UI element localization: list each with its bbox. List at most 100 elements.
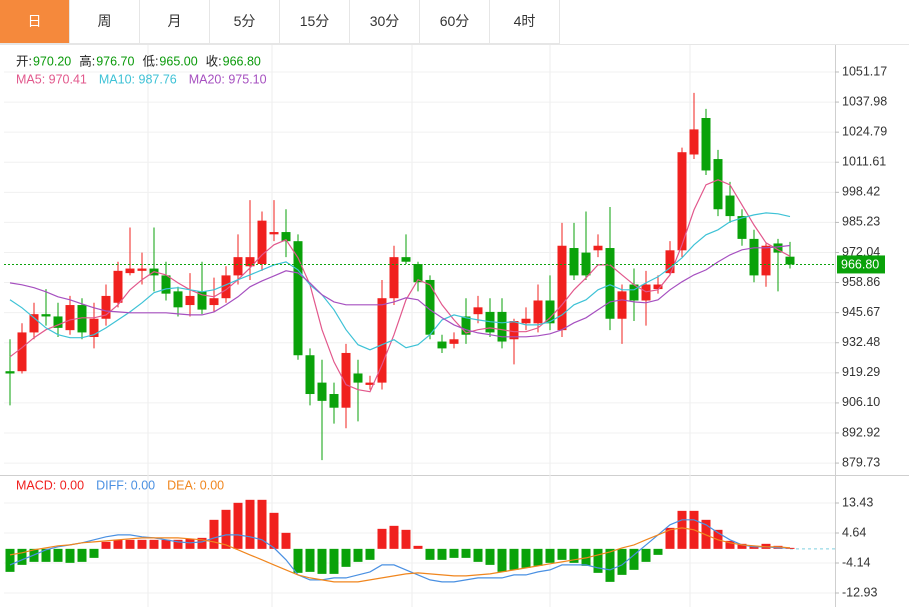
y-tick-label: 879.73	[842, 455, 880, 469]
candle-body	[29, 314, 39, 333]
y-tick-label: 998.42	[842, 185, 880, 199]
period-tab[interactable]: 周	[70, 0, 140, 44]
macd-bar	[461, 548, 471, 558]
macd-bar	[245, 499, 255, 549]
y-tick-label: 919.29	[842, 365, 880, 379]
candle-body	[569, 248, 579, 276]
indicator-line	[9, 244, 791, 338]
macd-bar	[317, 548, 327, 574]
macd-bar	[377, 528, 387, 549]
candle-body	[701, 117, 711, 171]
macd-bar	[185, 538, 195, 549]
period-tabs: 日周月 5分 15分 30分 60分 4时	[0, 0, 560, 44]
macd-bar	[5, 548, 15, 572]
y-tick-label: 945.67	[842, 305, 880, 319]
macd-bar	[629, 548, 639, 570]
candle-body	[533, 300, 543, 324]
candle-body	[641, 284, 651, 301]
y-tick-label: 1037.98	[842, 94, 887, 108]
macd-bar	[437, 548, 447, 560]
candle-body	[125, 268, 135, 274]
candle-body	[785, 256, 795, 265]
macd-bar	[137, 539, 147, 549]
candle-body	[281, 232, 291, 242]
macd-bar	[737, 543, 747, 549]
macd-bar	[425, 548, 435, 560]
period-tab[interactable]: 5分	[210, 0, 280, 44]
macd-bar	[197, 537, 207, 549]
last-price-label: 966.80	[841, 258, 879, 272]
candle-body	[605, 248, 615, 319]
candle-body	[305, 355, 315, 395]
candle-body	[173, 291, 183, 308]
y-tick-label: 932.48	[842, 335, 880, 349]
legend-text: 965.00	[159, 54, 197, 68]
macd-bar	[269, 512, 279, 549]
macd-bar	[41, 548, 51, 562]
macd-bar	[125, 539, 135, 549]
candle-body	[101, 295, 111, 319]
candle-body	[353, 373, 363, 383]
macd-bar	[569, 548, 579, 563]
macd-bar	[353, 548, 363, 562]
macd-bar	[677, 510, 687, 549]
period-tab[interactable]: 月	[140, 0, 210, 44]
period-tab[interactable]: 30分	[350, 0, 420, 44]
candle-body	[341, 352, 351, 408]
macd-bar	[17, 548, 27, 565]
y-tick-label: 985.23	[842, 215, 880, 229]
macd-bar	[617, 548, 627, 575]
candle-body	[197, 291, 207, 310]
macd-bar	[329, 548, 339, 574]
candle-body	[413, 263, 423, 283]
macd-bar	[389, 525, 399, 549]
candle-body	[293, 241, 303, 356]
y-tick-label: 958.86	[842, 275, 880, 289]
candle-body	[377, 298, 387, 383]
period-tab[interactable]: 60分	[420, 0, 490, 44]
macd-bar	[221, 509, 231, 549]
macd-bar	[593, 548, 603, 573]
candle-body	[401, 257, 411, 262]
period-tab[interactable]: 4时	[490, 0, 560, 44]
candle-body	[425, 279, 435, 335]
candle-body	[245, 257, 255, 267]
macd-bar	[341, 548, 351, 567]
macd-bar	[173, 539, 183, 549]
candle-body	[521, 318, 531, 324]
candle-body	[725, 195, 735, 217]
indicator-line	[9, 519, 790, 583]
macd-bar	[233, 502, 243, 549]
legend-text: 高:	[79, 53, 95, 68]
candle-body	[89, 318, 99, 337]
macd-bar	[413, 545, 423, 549]
macd-bar	[305, 548, 315, 572]
candle-body	[653, 284, 663, 290]
candle-body	[113, 270, 123, 303]
last-price-box	[837, 255, 885, 274]
macd-bar	[473, 548, 483, 562]
macd-bar	[665, 527, 675, 549]
candle-body	[473, 307, 483, 315]
candle-body	[53, 316, 63, 328]
y-tick-label: 1051.17	[842, 64, 887, 78]
period-tab[interactable]: 15分	[280, 0, 350, 44]
candle-body	[161, 275, 171, 294]
candle-body	[269, 232, 279, 235]
candle-body	[689, 129, 699, 155]
candle-body	[5, 371, 15, 374]
macd-bar	[557, 548, 567, 560]
candle-body	[233, 257, 243, 276]
macd-bar	[257, 499, 267, 549]
candle-body	[437, 341, 447, 349]
candle-body	[137, 268, 147, 271]
candle-body	[209, 298, 219, 306]
macd-bar	[401, 529, 411, 549]
period-tab[interactable]: 日	[0, 0, 70, 44]
y-tick-label: 906.10	[842, 395, 880, 409]
candle-body	[497, 311, 507, 342]
indicator-line	[9, 212, 791, 351]
macd-bar	[101, 541, 111, 549]
macd-bar	[653, 548, 663, 555]
